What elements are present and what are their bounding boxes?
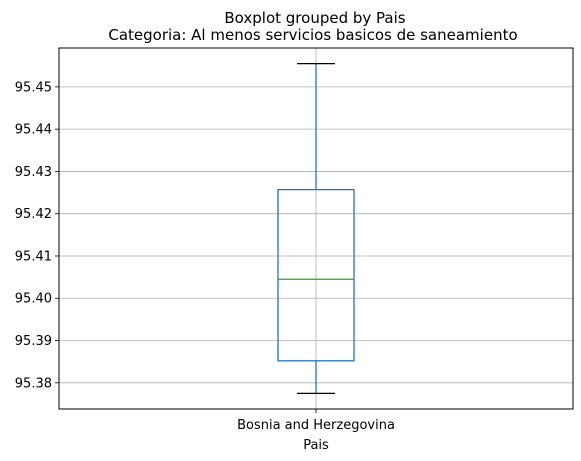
y-tick-label: 95.39 bbox=[15, 334, 52, 349]
y-tick-label: 95.40 bbox=[15, 292, 52, 307]
y-tick-label: 95.42 bbox=[15, 207, 52, 222]
box-iqr bbox=[277, 188, 355, 362]
y-tick-label: 95.44 bbox=[15, 123, 52, 138]
y-tick-label: 95.43 bbox=[15, 165, 52, 180]
x-axis-label: Pais bbox=[303, 438, 329, 453]
y-tick-label: 95.38 bbox=[15, 376, 52, 391]
axis-layer: 95.38 95.39 95.40 95.41 95.42 95.43 95.44 95.45… bbox=[15, 80, 395, 433]
box-layer bbox=[277, 62, 355, 395]
chart-title: Categoria: Al menos servicios basicos de… bbox=[108, 26, 517, 44]
y-tick-label: 95.41 bbox=[15, 249, 52, 264]
chart-suptitle: Boxplot grouped by Pais bbox=[224, 9, 405, 27]
y-tick-label: 95.45 bbox=[15, 80, 52, 95]
x-tick-label: Bosnia and Herzegovina bbox=[237, 418, 395, 433]
